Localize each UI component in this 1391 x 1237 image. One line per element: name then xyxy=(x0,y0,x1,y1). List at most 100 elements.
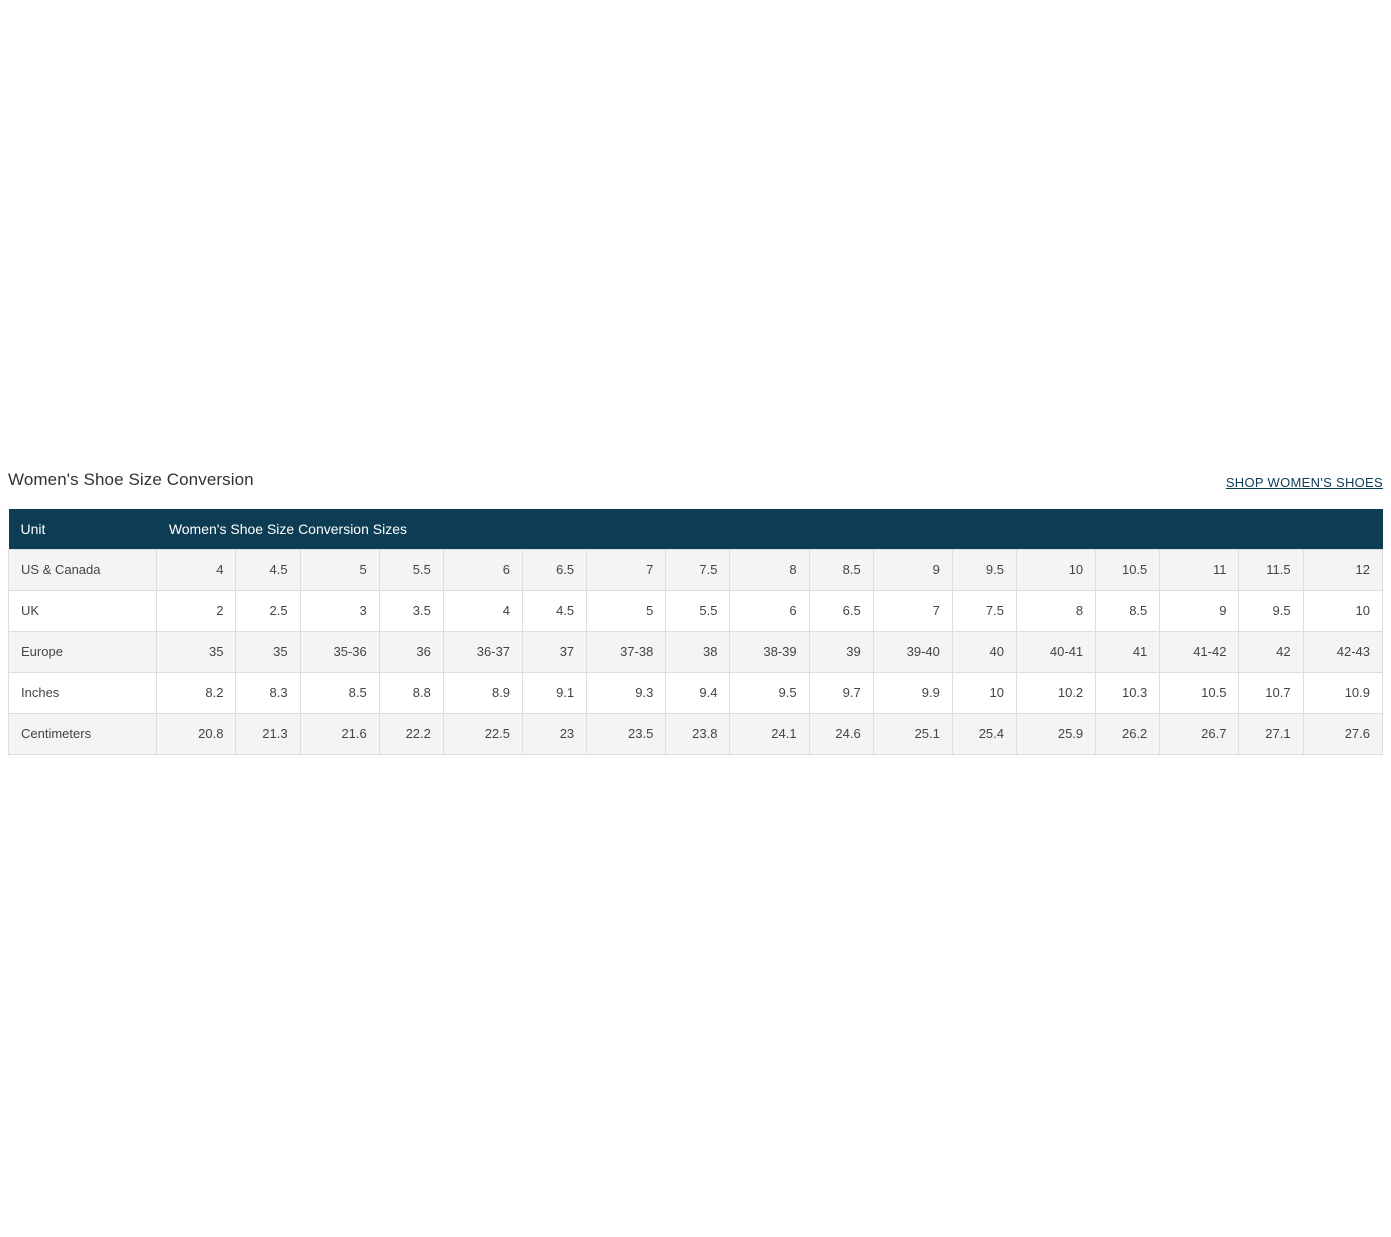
sizes-column-header: Women's Shoe Size Conversion Sizes xyxy=(156,509,1383,550)
size-value-cell: 8 xyxy=(1015,590,1097,632)
page-title: Women's Shoe Size Conversion xyxy=(8,470,254,489)
size-value-cell: 23.5 xyxy=(586,713,667,755)
size-value-cell: 9.9 xyxy=(872,672,953,714)
size-value-cell: 9.1 xyxy=(522,672,588,714)
size-value-cell: 2 xyxy=(156,590,237,632)
size-value-cell: 10 xyxy=(951,672,1018,714)
size-value-cell: 2.5 xyxy=(235,590,301,632)
size-value-cell: 27.6 xyxy=(1302,713,1384,755)
size-value-cell: 38-39 xyxy=(729,631,810,673)
size-value-cell: 35-36 xyxy=(299,631,380,673)
size-value-cell: 10.5 xyxy=(1095,549,1161,591)
size-value-cell: 10.9 xyxy=(1302,672,1384,714)
size-value-cell: 41-42 xyxy=(1159,631,1240,673)
table-row: Europe 35 35 35-36 36 36-37 37 37-38 38 38-39 39 39… xyxy=(7,631,1384,673)
size-value-cell: 25.1 xyxy=(872,713,953,755)
size-value-cell: 25.9 xyxy=(1015,713,1097,755)
size-value-cell: 7.5 xyxy=(665,549,731,591)
row-unit-label: Europe xyxy=(7,631,158,673)
section-header: Women's Shoe Size Conversion SHOP WOMEN'… xyxy=(8,470,1383,490)
size-value-cell: 24.6 xyxy=(808,713,874,755)
size-value-cell: 8.8 xyxy=(378,672,444,714)
table-row: US & Canada 4 4.5 5 5.5 6 6.5 7 7.5 8 8.5 9 9.5 10 10.… xyxy=(7,549,1384,591)
size-value-cell: 9 xyxy=(872,549,953,591)
size-value-cell: 10 xyxy=(1015,549,1097,591)
size-value-cell: 10.2 xyxy=(1015,672,1097,714)
size-value-cell: 27.1 xyxy=(1238,713,1304,755)
size-value-cell: 4.5 xyxy=(235,549,301,591)
shop-womens-shoes-link[interactable]: SHOP WOMEN'S SHOES xyxy=(1225,475,1383,490)
size-value-cell: 8.5 xyxy=(299,672,380,714)
size-value-cell: 25.4 xyxy=(951,713,1018,755)
size-value-cell: 9.5 xyxy=(951,549,1018,591)
size-value-cell: 8.9 xyxy=(442,672,524,714)
size-value-cell: 35 xyxy=(156,631,237,673)
size-conversion-table: Unit Women's Shoe Size Conversion Sizes … xyxy=(7,509,1384,755)
size-value-cell: 7 xyxy=(586,549,667,591)
size-value-cell: 7.5 xyxy=(951,590,1018,632)
size-value-cell: 10.3 xyxy=(1095,672,1161,714)
size-value-cell: 39 xyxy=(808,631,874,673)
size-value-cell: 9.5 xyxy=(1238,590,1304,632)
size-value-cell: 35 xyxy=(235,631,301,673)
size-value-cell: 40 xyxy=(951,631,1018,673)
size-value-cell: 5.5 xyxy=(378,549,444,591)
size-value-cell: 22.5 xyxy=(442,713,524,755)
size-value-cell: 10.7 xyxy=(1238,672,1304,714)
size-value-cell: 40-41 xyxy=(1015,631,1097,673)
size-value-cell: 41 xyxy=(1095,631,1161,673)
size-value-cell: 3.5 xyxy=(378,590,444,632)
size-value-cell: 3 xyxy=(299,590,380,632)
size-value-cell: 8.3 xyxy=(235,672,301,714)
size-value-cell: 39-40 xyxy=(872,631,953,673)
size-value-cell: 10.5 xyxy=(1159,672,1240,714)
table-row: Inches 8.2 8.3 8.5 8.8 8.9 9.1 9.3 9.4 9.5 9.7 9.9 1… xyxy=(7,672,1384,714)
size-value-cell: 26.2 xyxy=(1095,713,1161,755)
size-value-cell: 37 xyxy=(522,631,588,673)
size-value-cell: 22.2 xyxy=(378,713,444,755)
size-value-cell: 8 xyxy=(729,549,810,591)
size-value-cell: 24.1 xyxy=(729,713,810,755)
size-value-cell: 6 xyxy=(442,549,524,591)
size-value-cell: 37-38 xyxy=(586,631,667,673)
size-value-cell: 9.4 xyxy=(665,672,731,714)
table-header-row: Unit Women's Shoe Size Conversion Sizes xyxy=(8,509,1383,550)
table-row: UK 2 2.5 3 3.5 4 4.5 5 5.5 6 6.5 7 7.5 8 8.5 9 9.5 10 xyxy=(7,590,1384,632)
size-value-cell: 7 xyxy=(872,590,953,632)
size-value-cell: 21.3 xyxy=(235,713,301,755)
unit-column-header: Unit xyxy=(8,509,157,550)
size-value-cell: 36-37 xyxy=(442,631,524,673)
size-value-cell: 4 xyxy=(156,549,237,591)
size-value-cell: 5 xyxy=(586,590,667,632)
size-value-cell: 12 xyxy=(1302,549,1384,591)
size-value-cell: 4 xyxy=(442,590,524,632)
size-value-cell: 36 xyxy=(378,631,444,673)
size-value-cell: 23.8 xyxy=(665,713,731,755)
size-value-cell: 26.7 xyxy=(1159,713,1240,755)
size-value-cell: 42-43 xyxy=(1302,631,1384,673)
row-unit-label: Inches xyxy=(7,672,158,714)
size-value-cell: 8.2 xyxy=(156,672,237,714)
size-value-cell: 9.7 xyxy=(808,672,874,714)
row-unit-label: Centimeters xyxy=(7,713,158,755)
size-value-cell: 21.6 xyxy=(299,713,380,755)
size-value-cell: 20.8 xyxy=(156,713,237,755)
size-value-cell: 9.3 xyxy=(586,672,667,714)
size-value-cell: 11.5 xyxy=(1238,549,1304,591)
size-value-cell: 6.5 xyxy=(808,590,874,632)
size-value-cell: 9.5 xyxy=(729,672,810,714)
size-value-cell: 5.5 xyxy=(665,590,731,632)
size-value-cell: 9 xyxy=(1159,590,1240,632)
size-value-cell: 5 xyxy=(299,549,380,591)
size-value-cell: 23 xyxy=(522,713,588,755)
size-value-cell: 4.5 xyxy=(522,590,588,632)
size-value-cell: 8.5 xyxy=(808,549,874,591)
size-value-cell: 11 xyxy=(1159,549,1240,591)
size-conversion-section: Women's Shoe Size Conversion SHOP WOMEN'… xyxy=(7,470,1384,755)
size-value-cell: 6.5 xyxy=(522,549,588,591)
table-row: Centimeters 20.8 21.3 21.6 22.2 22.5 23 23.5 23.… xyxy=(7,713,1384,755)
size-value-cell: 10 xyxy=(1302,590,1384,632)
row-unit-label: UK xyxy=(7,590,158,632)
size-value-cell: 6 xyxy=(729,590,810,632)
size-value-cell: 42 xyxy=(1238,631,1304,673)
